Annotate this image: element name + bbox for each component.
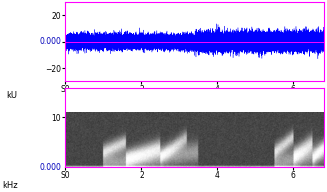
Text: 0.000: 0.000 bbox=[39, 163, 61, 171]
Text: kU: kU bbox=[7, 91, 18, 100]
Text: 0.000: 0.000 bbox=[39, 37, 61, 46]
Text: kHz: kHz bbox=[2, 181, 18, 190]
